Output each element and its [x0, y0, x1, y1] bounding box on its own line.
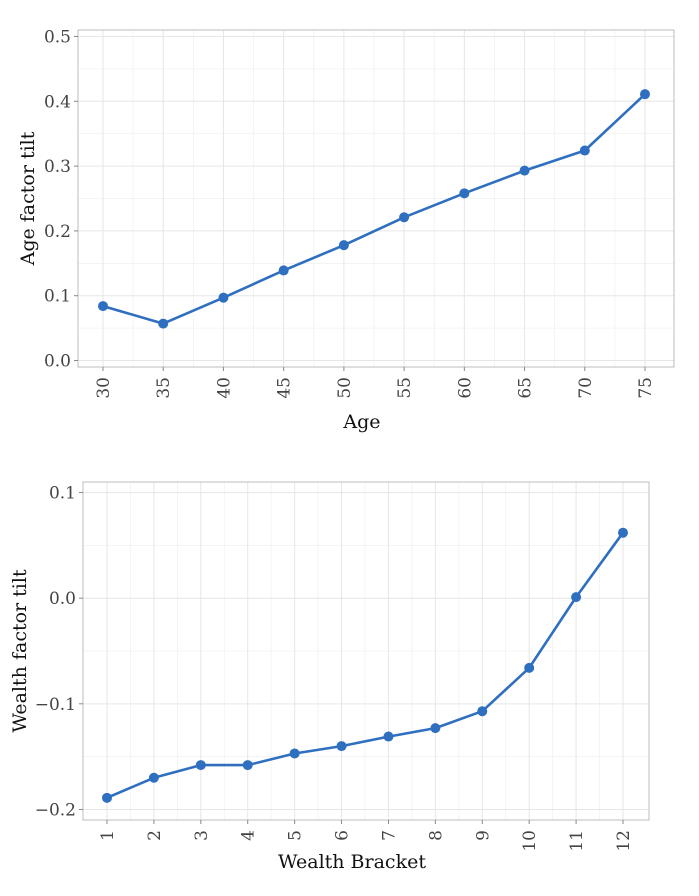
wealth-data-point: [383, 731, 394, 742]
age-data-point: [459, 188, 470, 199]
age-x-tick-label: 75: [636, 377, 656, 399]
wealth-series-line: [106, 531, 625, 799]
wealth-data-point: [524, 662, 535, 673]
age-y-tick-label: 0.2: [44, 222, 71, 242]
age-data-point: [579, 145, 590, 156]
wealth-x-axis-title: Wealth Bracket: [278, 851, 426, 873]
age-x-axis-title: Age: [342, 411, 380, 433]
wealth-x-tick-label: 6: [333, 830, 353, 841]
wealth-data-point: [618, 527, 628, 538]
wealth-x-tick-label: 11: [567, 830, 587, 852]
wealth-x-tick-label: 3: [192, 830, 212, 841]
age-x-tick-label: 40: [214, 377, 234, 399]
age-plot-frame: [77, 29, 675, 368]
wealth-y-tick-label: −0.1: [35, 695, 76, 715]
age-y-tick-label: 0.4: [44, 92, 71, 112]
wealth-y-tick-label: 0.0: [49, 589, 76, 609]
age-x-tick-label: 45: [275, 377, 295, 399]
wealth-x-tick-label: 7: [379, 830, 399, 841]
age-y-tick-label: 0.5: [44, 27, 71, 47]
age-y-tick-label: 0.1: [44, 287, 71, 307]
age-data-point: [399, 212, 410, 223]
age-data-point: [519, 165, 530, 176]
wealth-x-tick-label: 2: [145, 830, 165, 841]
wealth-data-point: [571, 592, 582, 603]
wealth-plot-frame: [82, 481, 650, 821]
age-y-tick-label: 0.0: [44, 352, 71, 372]
wealth-x-tick-label: 8: [426, 830, 446, 841]
wealth-x-tick-label: 9: [473, 830, 493, 841]
wealth-x-tick-label: 10: [520, 830, 540, 852]
wealth-data-point: [477, 706, 488, 717]
age-y-tick-label: 0.3: [44, 157, 71, 177]
age-x-tick-label: 70: [576, 377, 596, 399]
wealth-x-tick-label: 1: [98, 830, 118, 841]
age-x-tick-label: 30: [94, 377, 114, 399]
age-data-point: [338, 240, 349, 251]
wealth-x-tick-label: 4: [239, 830, 259, 841]
age-data-point: [640, 89, 650, 100]
wealth-y-tick-label: 0.1: [49, 484, 76, 504]
age-data-point: [158, 318, 169, 329]
wealth-x-tick-label: 5: [286, 830, 306, 841]
wealth-data-point: [195, 760, 206, 771]
wealth-data-point: [242, 760, 253, 771]
wealth-data-point: [336, 741, 347, 752]
age-x-tick-label: 55: [395, 377, 415, 399]
age-x-tick-label: 35: [154, 377, 174, 399]
age-data-point: [278, 265, 289, 276]
age-x-tick-label: 65: [516, 377, 536, 399]
wealth-data-point: [430, 723, 441, 734]
wealth-data-point: [289, 748, 300, 759]
age-x-tick-label: 50: [335, 377, 355, 399]
wealth-y-axis-title: Wealth factor tilt: [9, 569, 31, 733]
age-y-axis-title: Age factor tilt: [17, 131, 39, 266]
age-series-line: [102, 93, 646, 325]
age-data-point: [98, 301, 108, 312]
wealth-data-point: [148, 772, 159, 783]
wealth-y-tick-label: −0.2: [35, 800, 76, 820]
age-factor-tilt-chart: 0.0 0.1 0.2 0.3 0.4 0.5 30 35 40 45 50 55 60 65 70 75 Ag…: [17, 27, 675, 433]
age-data-point: [218, 292, 229, 303]
wealth-data-point: [102, 792, 112, 803]
wealth-x-tick-label: 12: [614, 830, 634, 852]
age-x-tick-label: 60: [455, 377, 475, 399]
